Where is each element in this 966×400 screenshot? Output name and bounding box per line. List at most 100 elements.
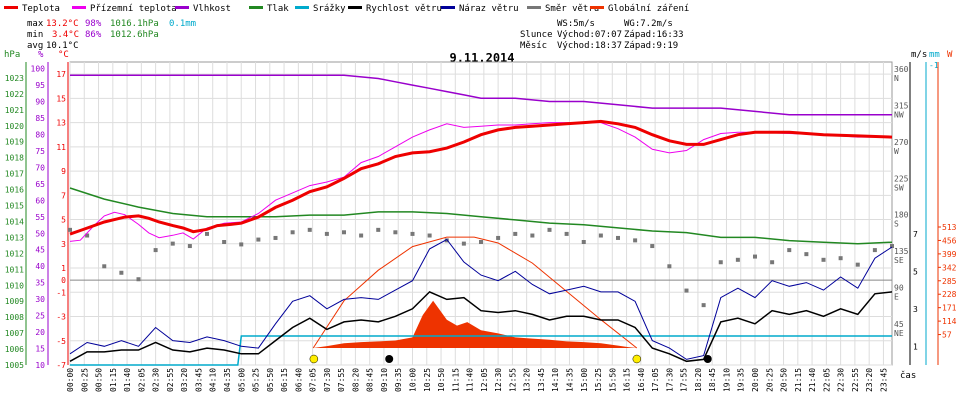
wind-direction-point: [855, 262, 860, 267]
wind-direction-point: [770, 260, 775, 265]
wind-direction-point: [496, 235, 501, 240]
press-tick-label: 1011: [5, 265, 24, 274]
wind-direction-point: [222, 240, 227, 244]
unit-rain: mm: [929, 50, 940, 60]
wind-direction-point: [787, 248, 792, 253]
temp-tick-label: 13: [56, 119, 66, 128]
hum-tick-label: 50: [35, 229, 45, 238]
hum-tick-label: 80: [35, 130, 45, 139]
wind-direction-point: [102, 264, 107, 269]
x-tick-label: 23:45: [879, 368, 888, 392]
x-tick-label: 01:15: [109, 368, 118, 392]
legend-swatch: [249, 6, 263, 9]
dir-tick-deg: 360: [894, 65, 909, 74]
moonrise-marker: [703, 355, 712, 363]
press-tick-label: 1007: [5, 329, 24, 338]
dir-tick-deg: 225: [894, 174, 909, 183]
press-tick-label: 1008: [5, 313, 24, 322]
press-tick-label: 1009: [5, 297, 24, 306]
global-radiation-area: [313, 300, 637, 348]
x-tick-label: 10:25: [423, 368, 432, 392]
legend-swatch: [527, 6, 541, 9]
wind-direction-point: [136, 277, 141, 282]
wind-wg: WG:7.2m/s: [624, 19, 673, 29]
x-tick-label: 16:40: [637, 368, 646, 392]
dir-tick-deg: 135: [894, 247, 909, 256]
wind-direction-point: [701, 303, 706, 308]
wind-direction-point: [513, 231, 518, 236]
press-tick-label: 1013: [5, 233, 24, 242]
x-tick-label: 13:20: [523, 368, 532, 392]
wind-direction-point: [307, 227, 312, 232]
temp-tick-label: 7: [61, 191, 66, 200]
wind-direction-point: [342, 230, 346, 235]
x-tick-label: 17:30: [665, 368, 674, 392]
wind-tick-label: 3: [913, 305, 918, 314]
x-tick-label: 18:45: [708, 368, 717, 392]
legend-label: Tlak: [267, 4, 289, 14]
x-tick-label: 09:35: [394, 368, 403, 392]
wind-direction-point: [85, 233, 90, 238]
wind-direction-point: [804, 252, 809, 257]
legend-label: Přízemní teplota: [90, 4, 177, 14]
pressure-line: [69, 187, 893, 245]
stats-avg-label: avg: [27, 41, 43, 51]
wind-direction-point: [119, 270, 124, 275]
stats-max-hum: 98%: [85, 19, 102, 29]
wind-direction-point: [68, 227, 72, 232]
wind-tick-label: 5: [913, 267, 918, 276]
sun-rise: Východ:07:07: [557, 30, 622, 40]
hum-tick-label: 45: [35, 246, 45, 255]
hum-tick-label: 20: [35, 328, 45, 337]
x-tick-label: 00:25: [80, 368, 89, 392]
temp-tick-label: 15: [56, 94, 66, 103]
wind-direction-point: [153, 248, 158, 253]
press-tick-label: 1016: [5, 186, 24, 195]
hum-tick-label: 35: [35, 279, 45, 288]
dir-tick-name: NW: [894, 110, 904, 119]
x-tick-label: 12:55: [508, 368, 517, 392]
wind-direction-point: [256, 237, 261, 242]
wind-direction-point: [324, 231, 329, 236]
press-tick-label: 1021: [5, 106, 24, 115]
theoretical-radiation-line: [312, 236, 638, 349]
press-tick-label: 1012: [5, 249, 24, 258]
humidity-line: [70, 74, 892, 116]
wind-direction-point: [650, 244, 655, 249]
wind-direction-point: [598, 233, 603, 238]
temp-tick-label: 1: [61, 264, 66, 273]
wind-direction-point: [239, 242, 244, 247]
stats-block: max 13.2°C 98% 1016.1hPa 0.1mm min 3.4°C…: [27, 19, 196, 51]
legend-swatch: [175, 6, 189, 9]
moon-set: Západ:9:19: [624, 41, 678, 51]
x-tick-label: 07:30: [323, 368, 332, 392]
press-tick-label: 1020: [5, 122, 24, 131]
dir-tick-name: SW: [894, 183, 904, 192]
dir-tick-deg: 270: [894, 138, 909, 147]
moon-label: Měsíc: [520, 41, 547, 51]
rad-tick-label: 57: [942, 331, 952, 340]
legend-label: Teplota: [22, 4, 60, 14]
x-tick-label: 03:45: [194, 368, 203, 392]
wind-direction-point: [461, 241, 466, 246]
press-tick-label: 1014: [5, 217, 24, 226]
legend-label: Směr větru: [545, 4, 599, 14]
x-tick-label: 13:45: [537, 368, 546, 392]
wind-direction-point: [753, 254, 757, 259]
x-tick-label: 00:00: [66, 368, 75, 392]
moon-rise: Východ:18:37: [557, 41, 622, 51]
temp-tick-label: 3: [61, 240, 66, 249]
x-tick-label: 14:10: [551, 368, 560, 392]
rad-tick-label: 171: [942, 304, 957, 313]
stats-max-press: 1016.1hPa: [110, 19, 159, 29]
rad-tick-label: 456: [942, 236, 957, 245]
x-tick-label: 02:05: [137, 368, 146, 392]
unit-time: čas: [900, 370, 916, 381]
press-tick-label: 1017: [5, 170, 24, 179]
rad-tick-label: 228: [942, 290, 957, 299]
temp-tick-label: 5: [61, 216, 66, 225]
axes: 00:00 00:25 00:50 01:15 01:40 02:05 02:30 02:55…: [5, 61, 957, 392]
press-tick-label: 1023: [5, 74, 24, 83]
